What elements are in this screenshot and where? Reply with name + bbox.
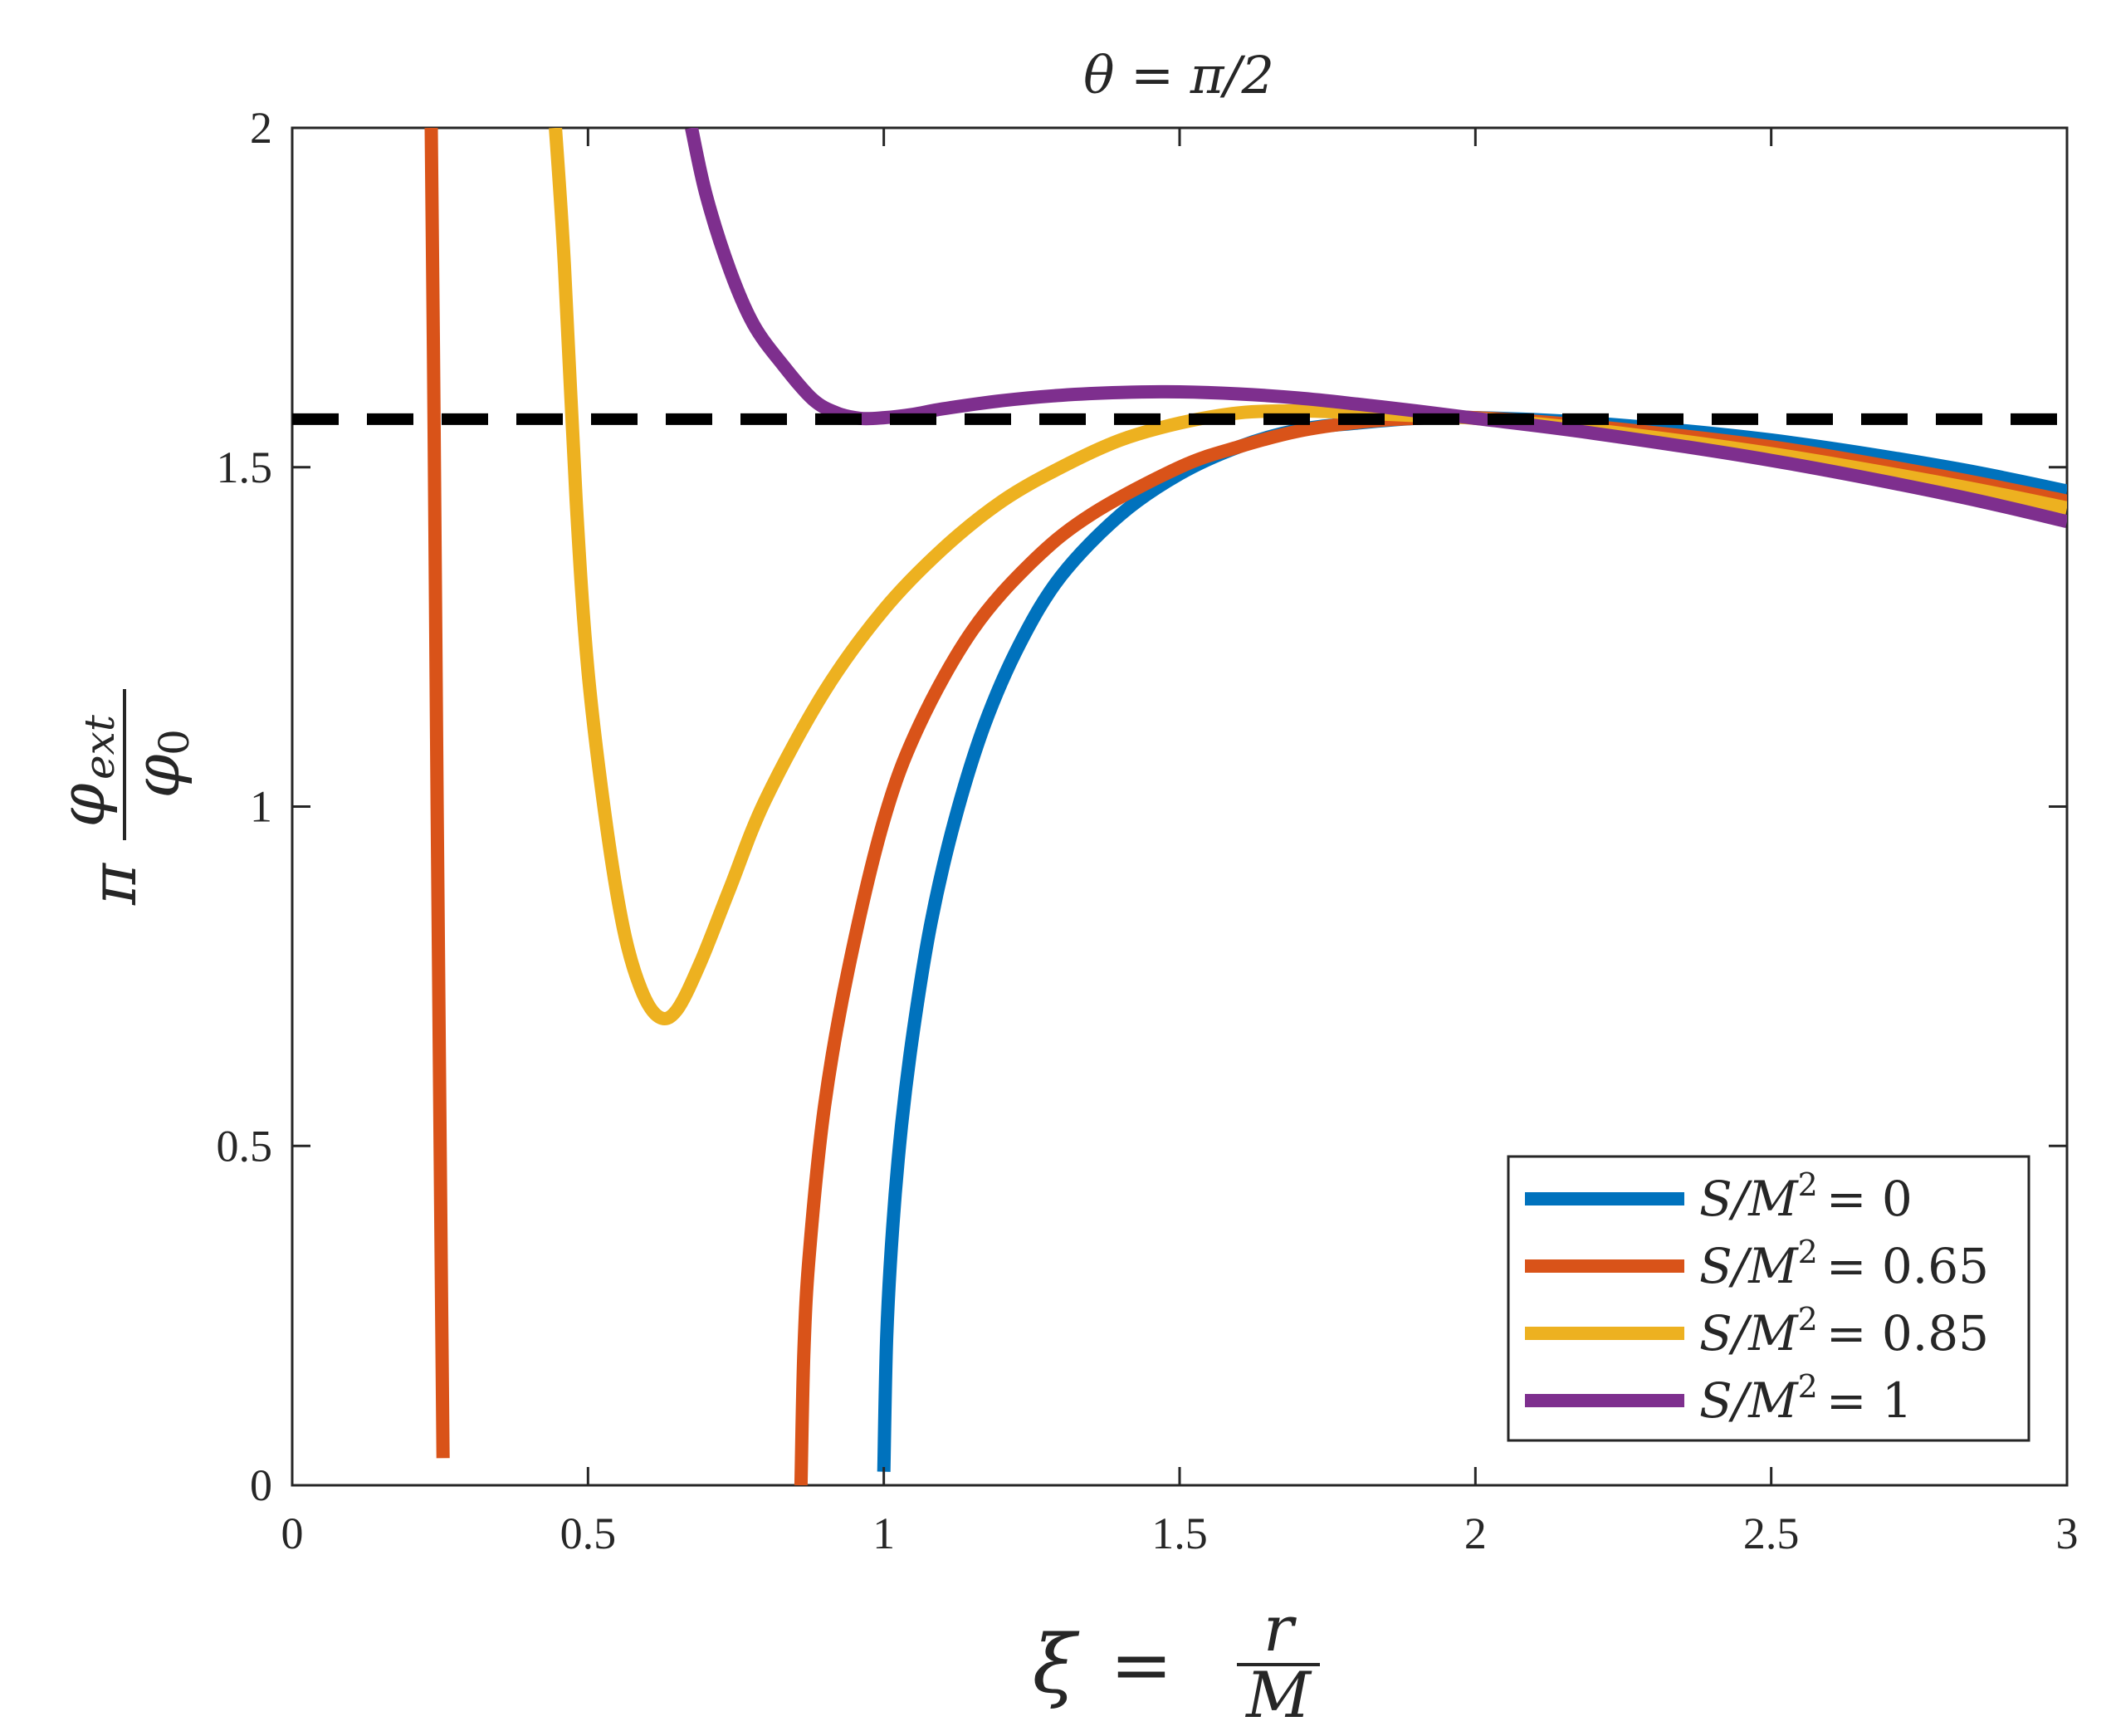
y-label-num: φ: [45, 783, 119, 827]
y-tick-label: 0: [250, 1460, 272, 1510]
y-label-lhs: π: [76, 862, 150, 906]
legend-label: S/M2 = 1: [1699, 1368, 1913, 1429]
x-label-num: r: [1263, 1592, 1297, 1665]
x-tick-label: 2.5: [1743, 1509, 1800, 1558]
x-tick-label: 0.5: [560, 1509, 617, 1558]
y-tick-label: 0.5: [217, 1121, 273, 1171]
legend-items: S/M2 = 0 S/M2 = 0.65 S/M2 = 0.85S/M2 = 1: [1525, 1166, 1989, 1429]
y-label-den: φ: [120, 754, 193, 798]
x-axis-label: ξ = r M: [1033, 1592, 1320, 1732]
y-tick-label: 1.5: [217, 443, 273, 492]
x-label-lhs: ξ: [1033, 1618, 1080, 1711]
series-line-1: [424, 128, 450, 1459]
series-group: [424, 128, 2067, 1485]
x-label-eq: =: [1110, 1621, 1172, 1709]
chart-title: θ = π/2: [1083, 45, 1274, 105]
x-tick-label: 2: [1464, 1509, 1487, 1558]
x-tick-label: 0: [281, 1509, 304, 1558]
y-label-den-sub: 0: [150, 729, 198, 756]
y-tick-label: 1: [250, 782, 272, 832]
legend-label: S/M2 = 0.65: [1699, 1234, 1989, 1294]
x-tick-labels: 0 0.5 1 1.5 2 2.5 3: [281, 1509, 2079, 1558]
axis-ticks: [291, 126, 2069, 1487]
x-tick-label: 1: [872, 1509, 895, 1558]
legend: S/M2 = 0 S/M2 = 0.65 S/M2 = 0.85S/M2 = 1: [1507, 1155, 2030, 1442]
x-tick-label: 3: [2056, 1509, 2079, 1558]
y-axis-label: π φ ext φ 0: [45, 689, 198, 906]
y-tick-label: 2: [250, 103, 272, 153]
x-tick-label: 1.5: [1151, 1509, 1208, 1558]
x-label-den: M: [1244, 1658, 1312, 1732]
legend-label: S/M2 = 0.85: [1699, 1301, 1989, 1362]
y-label-num-sub: ext: [76, 714, 124, 780]
y-tick-labels: 0 0.5 1 1.5 2: [217, 103, 273, 1510]
series-line-3: [685, 128, 2067, 528]
legend-label: S/M2 = 0: [1699, 1166, 1913, 1227]
